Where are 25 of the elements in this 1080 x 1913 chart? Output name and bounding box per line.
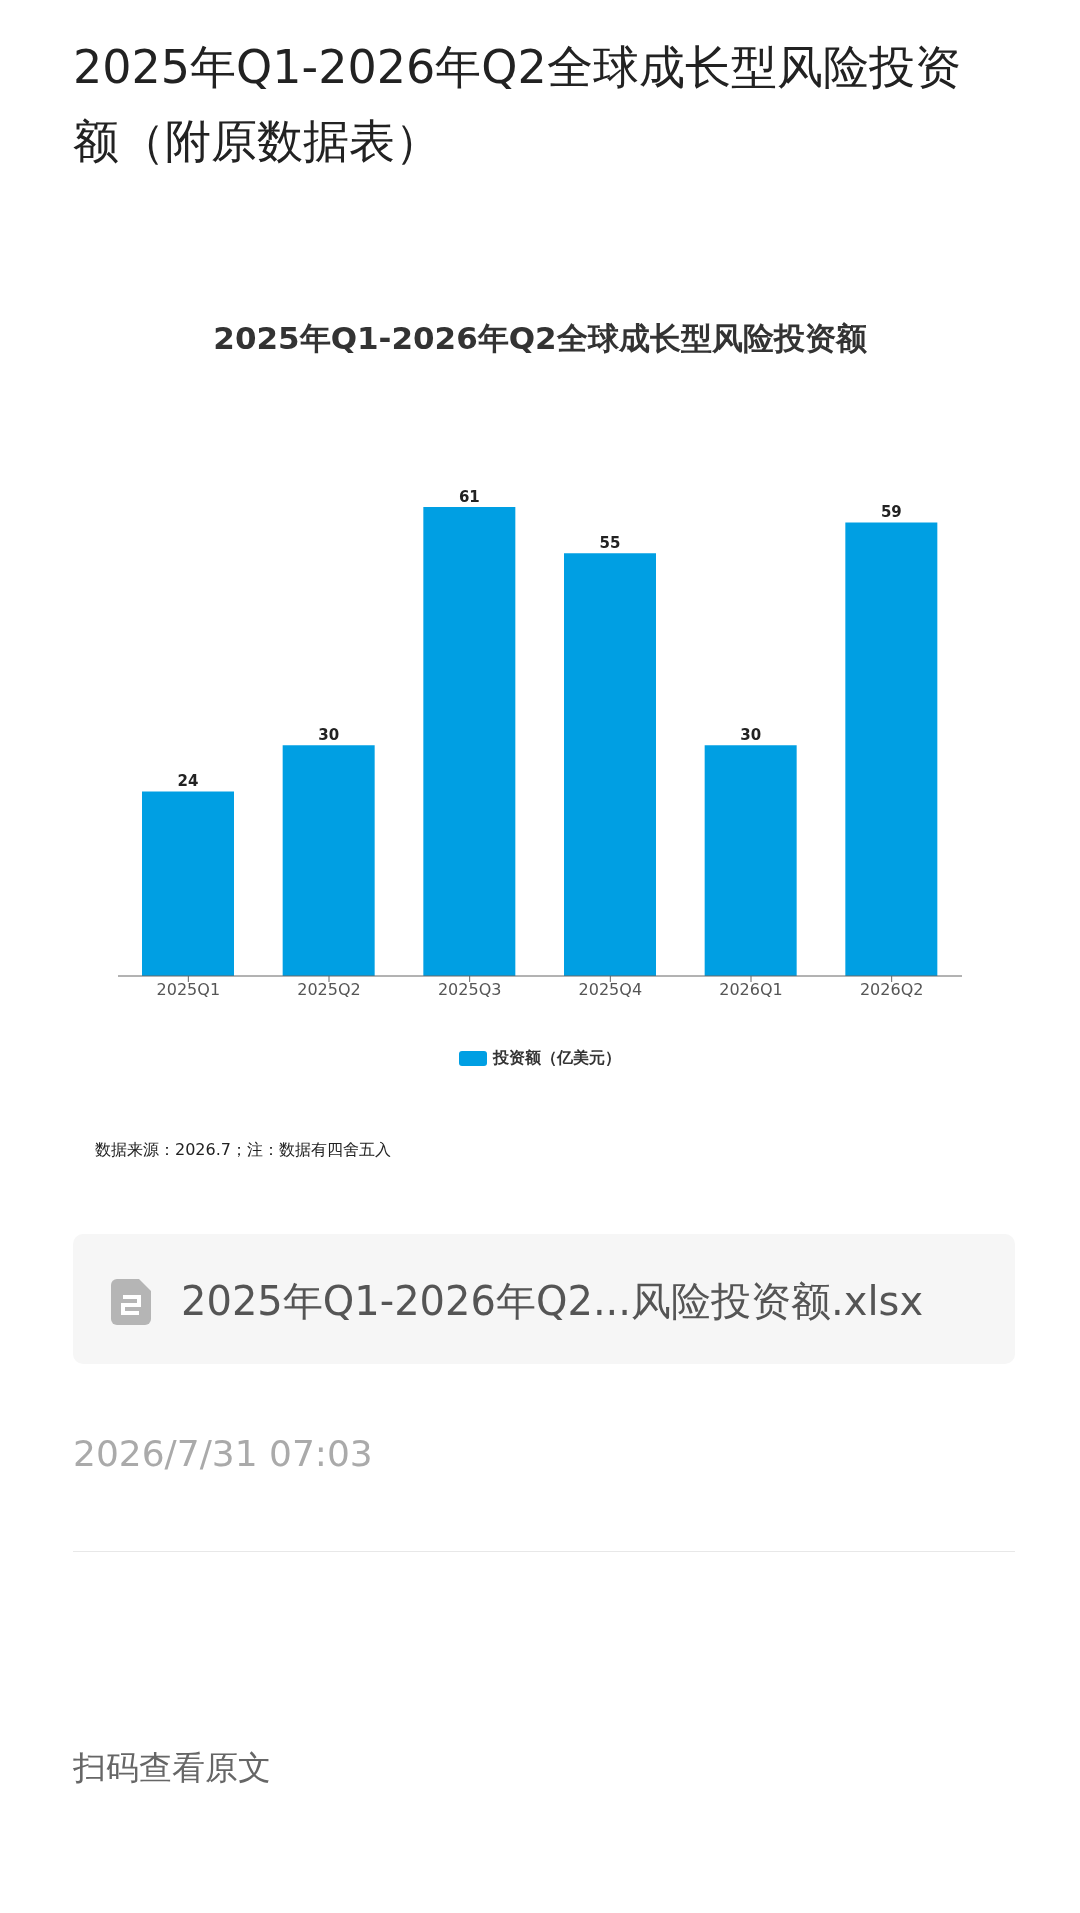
x-tick-label: 2025Q3 [437,980,502,1000]
text: 扫码查看原文 [73,1747,271,1789]
text: 2026/7/31 07:03 [73,1433,373,1474]
source-note: 数据来源：2026.7；注：数据有四舍五入 [95,1140,391,1161]
data-label: 30 [740,726,762,745]
x-tick-label: 2025Q1 [156,980,221,1000]
data-label: 24 [177,772,199,791]
bar [845,522,938,976]
data-label: 30 [318,726,340,745]
x-tick-label: 2026Q2 [859,980,924,1000]
bar [423,507,516,976]
x-tick-label: 2025Q2 [297,980,361,1000]
bar [142,791,234,976]
data-label: 61 [458,488,480,506]
chart-title: 2025年Q1-2026年Q2全球成长型风险投资额（附原数据表） [73,39,962,170]
text: 2025年Q1-2026年Q2...风险投资额.xlsx [181,1277,924,1326]
x-tick-label: 2026Q1 [719,980,783,1000]
data-label: 55 [599,534,621,553]
x-tick-label: 2025Q4 [578,980,643,1000]
chart-subtitle: 2025年Q1-2026年Q2全球成长型风险投资额 [212,319,868,358]
bar [704,745,797,976]
bar [282,745,375,976]
legend-label: 投资额（亿美元） [493,1048,621,1069]
bar [564,553,656,976]
data-label: 59 [880,503,902,522]
